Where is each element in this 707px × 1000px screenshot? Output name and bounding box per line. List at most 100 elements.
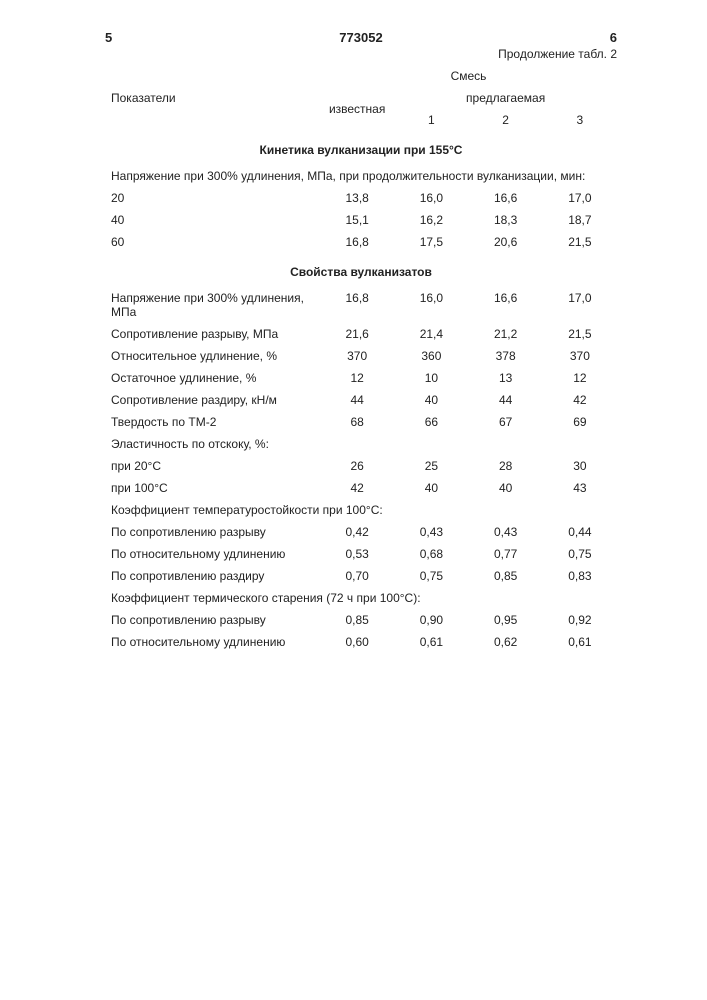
ktemp-header: Коэффициент температуростойкости при 100…: [105, 499, 617, 521]
cell: 21,5: [543, 231, 617, 253]
section-properties-title: Свойства вулканизатов: [105, 265, 617, 279]
table-row: Напряжение при 300% удлинения, МПа, при …: [105, 165, 617, 187]
cell: 21,2: [469, 323, 543, 345]
table-row: 20 13,8 16,0 16,6 17,0: [105, 187, 617, 209]
cell: 42: [320, 477, 394, 499]
table-row: По сопротивлению раздиру 0,70 0,75 0,85 …: [105, 565, 617, 587]
cell: 26: [320, 455, 394, 477]
cell: 13: [469, 367, 543, 389]
elasticity-header: Эластичность по отскоку, %:: [105, 433, 617, 455]
cell: 0,85: [469, 565, 543, 587]
col-known: известная: [320, 87, 394, 131]
table-row: По сопротивлению разрыву 0,85 0,90 0,95 …: [105, 609, 617, 631]
row-label: при 20°С: [105, 455, 320, 477]
row-label: Остаточное удлинение, %: [105, 367, 320, 389]
cell: 0,62: [469, 631, 543, 653]
kage-header: Коэффициент термического старения (72 ч …: [105, 587, 617, 609]
section-kinetics-title: Кинетика вулканизации при 155°С: [105, 143, 617, 157]
table-row: Остаточное удлинение, % 12 10 13 12: [105, 367, 617, 389]
cell: 30: [543, 455, 617, 477]
page-header: 5 773052 6: [105, 30, 617, 45]
table-row: 40 15,1 16,2 18,3 18,7: [105, 209, 617, 231]
cell: 10: [394, 367, 468, 389]
cell: 378: [469, 345, 543, 367]
row-label: Сопротивление разрыву, МПа: [105, 323, 320, 345]
cell: 25: [394, 455, 468, 477]
table-row: Твердость по ТМ-2 68 66 67 69: [105, 411, 617, 433]
row-label: при 100°С: [105, 477, 320, 499]
cell: 0,90: [394, 609, 468, 631]
cell: 0,83: [543, 565, 617, 587]
right-page-num: 6: [597, 30, 617, 45]
row-label: 20: [105, 187, 320, 209]
col-1: 1: [394, 109, 468, 131]
cell: 15,1: [320, 209, 394, 231]
row-label: По относительному удлинению: [105, 631, 320, 653]
col-mix: Смесь: [320, 65, 617, 87]
cell: 0,92: [543, 609, 617, 631]
table-row: 60 16,8 17,5 20,6 21,5: [105, 231, 617, 253]
col-indicators: Показатели: [105, 65, 320, 131]
cell: 0,75: [543, 543, 617, 565]
kinetics-table: Напряжение при 300% удлинения, МПа, при …: [105, 165, 617, 253]
table-header: Показатели Смесь известная предлагаемая …: [105, 65, 617, 131]
cell: 0,43: [469, 521, 543, 543]
cell: 370: [320, 345, 394, 367]
table-row: Коэффициент термического старения (72 ч …: [105, 587, 617, 609]
row-label: По относительному удлинению: [105, 543, 320, 565]
table-row: Напряжение при 300% удлинения, МПа 16,8 …: [105, 287, 617, 323]
cell: 43: [543, 477, 617, 499]
left-page-num: 5: [105, 30, 125, 45]
cell: 0,44: [543, 521, 617, 543]
cell: 67: [469, 411, 543, 433]
cell: 16,8: [320, 287, 394, 323]
row-label: 40: [105, 209, 320, 231]
cell: 370: [543, 345, 617, 367]
row-label: По сопротивлению разрыву: [105, 609, 320, 631]
row-label: 60: [105, 231, 320, 253]
cell: 17,0: [543, 287, 617, 323]
cell: 0,85: [320, 609, 394, 631]
cell: 21,4: [394, 323, 468, 345]
cell: 28: [469, 455, 543, 477]
col-2: 2: [469, 109, 543, 131]
cell: 16,6: [469, 187, 543, 209]
cell: 16,6: [469, 287, 543, 323]
cell: 40: [469, 477, 543, 499]
table-row: при 100°С 42 40 40 43: [105, 477, 617, 499]
cell: 0,68: [394, 543, 468, 565]
table-row: Относительное удлинение, % 370 360 378 3…: [105, 345, 617, 367]
cell: 18,7: [543, 209, 617, 231]
row-label: По сопротивлению раздиру: [105, 565, 320, 587]
table-row: По относительному удлинению 0,53 0,68 0,…: [105, 543, 617, 565]
cell: 0,75: [394, 565, 468, 587]
cell: 69: [543, 411, 617, 433]
cell: 17,0: [543, 187, 617, 209]
cell: 0,60: [320, 631, 394, 653]
cell: 0,61: [543, 631, 617, 653]
cell: 0,95: [469, 609, 543, 631]
table-continuation-label: Продолжение табл. 2: [105, 47, 617, 61]
row-label: Твердость по ТМ-2: [105, 411, 320, 433]
cell: 0,43: [394, 521, 468, 543]
cell: 16,2: [394, 209, 468, 231]
cell: 12: [320, 367, 394, 389]
cell: 21,5: [543, 323, 617, 345]
cell: 18,3: [469, 209, 543, 231]
table-row: По сопротивлению разрыву 0,42 0,43 0,43 …: [105, 521, 617, 543]
document-number: 773052: [125, 30, 597, 45]
table-row: Сопротивление разрыву, МПа 21,6 21,4 21,…: [105, 323, 617, 345]
cell: 0,53: [320, 543, 394, 565]
col-proposed: предлагаемая: [394, 87, 617, 109]
cell: 0,42: [320, 521, 394, 543]
cell: 44: [320, 389, 394, 411]
cell: 42: [543, 389, 617, 411]
cell: 20,6: [469, 231, 543, 253]
col-3: 3: [543, 109, 617, 131]
cell: 17,5: [394, 231, 468, 253]
cell: 16,0: [394, 187, 468, 209]
cell: 13,8: [320, 187, 394, 209]
cell: 16,8: [320, 231, 394, 253]
table-row: при 20°С 26 25 28 30: [105, 455, 617, 477]
cell: 40: [394, 477, 468, 499]
